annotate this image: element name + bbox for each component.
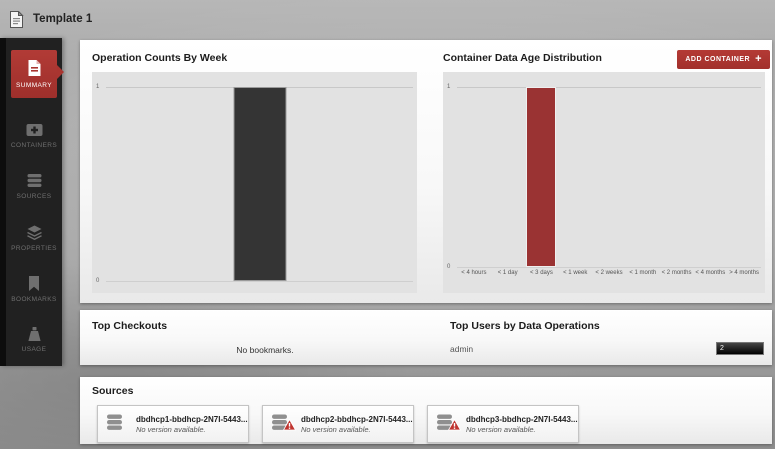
source-name: dbdhcp1-bbdhcp-2N7I-5443... <box>136 414 248 424</box>
top-user-row: admin 2 <box>450 342 764 355</box>
gridline-0 <box>106 281 413 282</box>
bar-value <box>233 87 286 281</box>
warning-icon <box>447 418 462 436</box>
bookmark-icon <box>28 275 40 291</box>
template-document-icon <box>9 10 24 28</box>
database-icon <box>27 173 42 188</box>
chart-title-operation-counts: Operation Counts By Week <box>92 52 228 64</box>
source-status: No version available. <box>136 424 206 434</box>
top-users-title: Top Users by Data Operations <box>450 320 600 332</box>
weight-icon <box>27 327 42 342</box>
y-tick-1: 1 <box>447 84 451 90</box>
layers-icon <box>26 225 43 240</box>
top-users-section: Top Users by Data Operations admin 2 <box>450 320 764 365</box>
no-bookmarks-message: No bookmarks. <box>236 345 294 355</box>
top-checkouts-title: Top Checkouts <box>92 320 168 332</box>
gridline-1 <box>457 87 761 88</box>
user-name: admin <box>450 343 474 354</box>
container-add-icon <box>26 123 43 137</box>
operation-counts-chart: Operation Counts By Week 1 0 <box>92 48 417 293</box>
source-card[interactable]: dbdhcp3-bbdhcp-2N7I-5443... No version av… <box>427 405 579 443</box>
sources-section: Sources dbdhcp1-bbdhcp-2N7I-5443... No ve… <box>80 377 772 444</box>
source-cards-row: dbdhcp1-bbdhcp-2N7I-5443... No version av… <box>97 405 760 443</box>
sidebar-item-bookmarks[interactable]: BOOKMARKS <box>6 264 62 315</box>
page-header: Template 1 <box>0 0 775 38</box>
x-axis-label: < 1 day <box>497 270 518 276</box>
source-name: dbdhcp2-bbdhcp-2N7I-5443... <box>301 414 413 424</box>
x-axis-label: > 4 months <box>729 270 760 276</box>
add-container-button[interactable]: ADD CONTAINER + <box>677 50 770 69</box>
database-icon <box>106 414 128 434</box>
source-card-text: dbdhcp2-bbdhcp-2N7I-5443... No version av… <box>301 415 413 434</box>
sidebar-item-summary[interactable]: SUMMARY <box>11 50 64 98</box>
x-axis-label: < 1 month <box>629 270 657 276</box>
source-name: dbdhcp3-bbdhcp-2N7I-5443... <box>466 414 578 424</box>
summary-document-icon <box>27 59 42 77</box>
x-axis-labels: < 4 hours < 1 day < 3 days < 1 week < 2 week… <box>457 269 761 279</box>
x-axis-label: < 2 weeks <box>595 270 623 276</box>
sidebar-nav: SUMMARY CONTAINERS SOURCES PROPERTIES BOOKMA… <box>0 38 64 366</box>
chart-title-age-distribution: Container Data Age Distribution <box>443 52 602 64</box>
source-card-text: dbdhcp1-bbdhcp-2N7I-5443... No version av… <box>136 415 248 434</box>
source-status: No version available. <box>466 424 536 434</box>
sidebar-item-label: SUMMARY <box>16 82 52 89</box>
y-tick-0: 0 <box>447 264 451 270</box>
middle-panel: Top Checkouts No bookmarks. Top Users by… <box>80 310 772 365</box>
sources-title: Sources <box>92 385 134 397</box>
plus-icon: + <box>755 53 762 65</box>
x-axis-label: < 1 week <box>563 270 588 276</box>
warning-icon <box>282 418 297 436</box>
page-title: Template 1 <box>33 13 93 25</box>
y-tick-1: 1 <box>96 84 100 90</box>
database-icon <box>436 414 462 436</box>
bar-< 3 days <box>526 87 557 267</box>
age-distribution-plot: 1 0 < 4 hours < 1 day < 3 days < 1 week < 2 … <box>443 72 765 293</box>
top-checkouts-section: Top Checkouts No bookmarks. <box>92 320 438 365</box>
sidebar-item-label: USAGE <box>21 346 47 354</box>
plot-area <box>106 72 413 293</box>
source-card[interactable]: dbdhcp2-bbdhcp-2N7I-5443... No version av… <box>262 405 414 443</box>
sidebar-item-properties[interactable]: PROPERTIES <box>6 212 62 263</box>
top-users-list: admin 2 <box>450 342 764 355</box>
operation-counts-plot: 1 0 <box>92 72 417 293</box>
source-status: No version available. <box>301 424 371 434</box>
sidebar-item-containers[interactable]: CONTAINERS <box>6 110 62 161</box>
source-card[interactable]: dbdhcp1-bbdhcp-2N7I-5443... No version av… <box>97 405 249 443</box>
sidebar-item-label: BOOKMARKS <box>11 295 57 303</box>
x-axis-label: < 3 days <box>530 270 553 276</box>
charts-panel: Operation Counts By Week 1 0 ADD CONTAIN… <box>80 40 772 303</box>
sidebar-item-sources[interactable]: SOURCES <box>6 161 62 212</box>
y-tick-0: 0 <box>96 278 100 284</box>
add-container-label: ADD CONTAINER <box>685 56 751 63</box>
x-axis-label: < 4 months <box>695 270 726 276</box>
user-operations-bar: 2 <box>716 342 764 355</box>
x-axis-label: < 2 months <box>661 270 692 276</box>
x-axis-label: < 4 hours <box>461 270 487 276</box>
sidebar-item-label: SOURCES <box>16 192 52 200</box>
age-distribution-chart: Container Data Age Distribution 1 0 < 4 … <box>443 48 765 293</box>
sidebar-item-label: CONTAINERS <box>10 141 58 149</box>
gridline-0 <box>457 267 761 268</box>
sidebar-item-label: PROPERTIES <box>11 244 57 252</box>
source-card-text: dbdhcp3-bbdhcp-2N7I-5443... No version av… <box>466 415 578 434</box>
plot-area: < 4 hours < 1 day < 3 days < 1 week < 2 week… <box>457 72 761 293</box>
database-icon <box>271 414 297 436</box>
sidebar-item-usage[interactable]: USAGE <box>6 315 62 366</box>
